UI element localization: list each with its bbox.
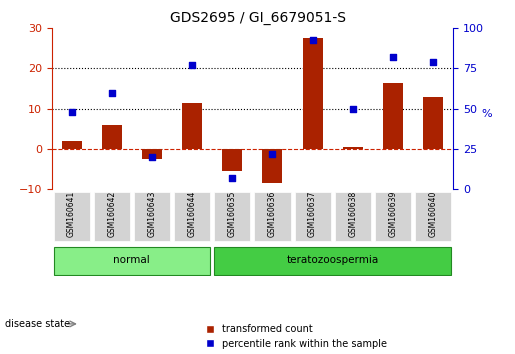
Text: teratozoospermia: teratozoospermia xyxy=(286,255,379,265)
Bar xyxy=(222,149,243,171)
Point xyxy=(188,62,196,68)
Text: GSM160636: GSM160636 xyxy=(268,190,277,237)
Legend: transformed count, percentile rank within the sample: transformed count, percentile rank withi… xyxy=(196,320,391,353)
FancyBboxPatch shape xyxy=(254,192,290,241)
FancyBboxPatch shape xyxy=(214,247,451,274)
FancyBboxPatch shape xyxy=(375,192,411,241)
Text: GSM160641: GSM160641 xyxy=(67,190,76,237)
Text: GSM160639: GSM160639 xyxy=(388,190,398,237)
Point xyxy=(67,109,76,115)
Bar xyxy=(263,149,282,183)
Point xyxy=(268,151,277,156)
FancyBboxPatch shape xyxy=(54,247,210,274)
Point xyxy=(349,106,357,112)
Point xyxy=(429,59,437,65)
FancyBboxPatch shape xyxy=(54,192,90,241)
FancyBboxPatch shape xyxy=(335,192,371,241)
Text: GSM160635: GSM160635 xyxy=(228,190,237,237)
Y-axis label: %: % xyxy=(482,109,492,119)
Bar xyxy=(423,97,443,149)
Text: GSM160643: GSM160643 xyxy=(147,190,157,237)
Text: GSM160644: GSM160644 xyxy=(187,190,197,237)
FancyBboxPatch shape xyxy=(134,192,170,241)
FancyBboxPatch shape xyxy=(214,192,250,241)
Point xyxy=(148,154,156,160)
Bar xyxy=(62,141,81,149)
FancyBboxPatch shape xyxy=(415,192,451,241)
Point xyxy=(108,90,116,95)
Text: disease state: disease state xyxy=(5,319,70,329)
Text: GSM160637: GSM160637 xyxy=(308,190,317,237)
Text: GDS2695 / GI_6679051-S: GDS2695 / GI_6679051-S xyxy=(169,11,346,25)
FancyBboxPatch shape xyxy=(94,192,130,241)
Text: normal: normal xyxy=(113,255,150,265)
Bar xyxy=(343,147,363,149)
FancyBboxPatch shape xyxy=(295,192,331,241)
Point xyxy=(389,55,397,60)
Bar xyxy=(383,82,403,149)
Bar xyxy=(102,125,122,149)
Bar xyxy=(303,38,322,149)
FancyBboxPatch shape xyxy=(174,192,210,241)
Point xyxy=(308,37,317,42)
Point xyxy=(228,175,236,181)
Text: GSM160642: GSM160642 xyxy=(107,190,116,237)
Bar xyxy=(182,103,202,149)
Text: GSM160640: GSM160640 xyxy=(428,190,438,237)
Bar xyxy=(142,149,162,159)
Text: GSM160638: GSM160638 xyxy=(348,190,357,237)
